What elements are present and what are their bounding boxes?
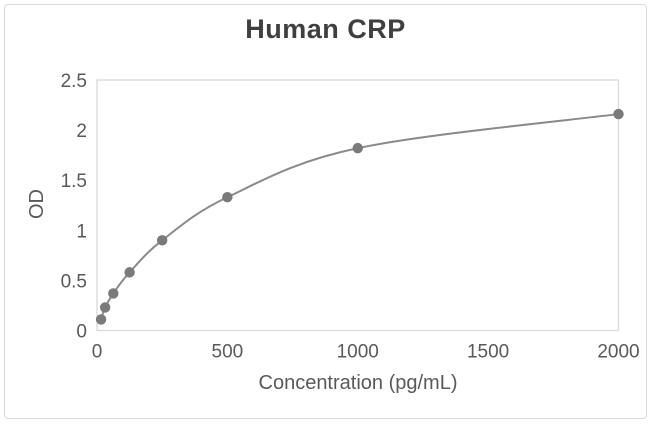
y-tick-label: 2.5: [61, 71, 87, 92]
y-tick-label: 1: [76, 221, 87, 242]
curve-line: [100, 113, 620, 321]
data-point: [124, 267, 135, 278]
data-point: [95, 314, 107, 325]
x-tick-label: 0: [92, 342, 103, 363]
plot-border: [96, 79, 620, 332]
x-axis-title: Concentration (pg/mL): [258, 372, 458, 394]
x-tick-label: 1000: [337, 342, 379, 363]
data-point: [613, 108, 624, 120]
y-tick-label: 1.5: [61, 171, 87, 192]
x-tick-label: 1500: [467, 342, 509, 363]
x-tick-label: 2000: [597, 342, 639, 363]
y-tick-label: 0.5: [61, 271, 87, 292]
data-point: [156, 235, 168, 246]
chart-card: [4, 4, 647, 419]
data-point: [222, 192, 233, 203]
y-tick-label: 0: [76, 322, 87, 343]
data-point: [108, 288, 119, 299]
y-axis-title: OD: [26, 189, 48, 219]
data-point: [99, 302, 111, 313]
data-point: [352, 142, 363, 154]
y-tick-label: 2: [76, 121, 87, 142]
chart-title: Human CRP: [245, 14, 406, 44]
x-tick-label: 500: [212, 342, 244, 363]
